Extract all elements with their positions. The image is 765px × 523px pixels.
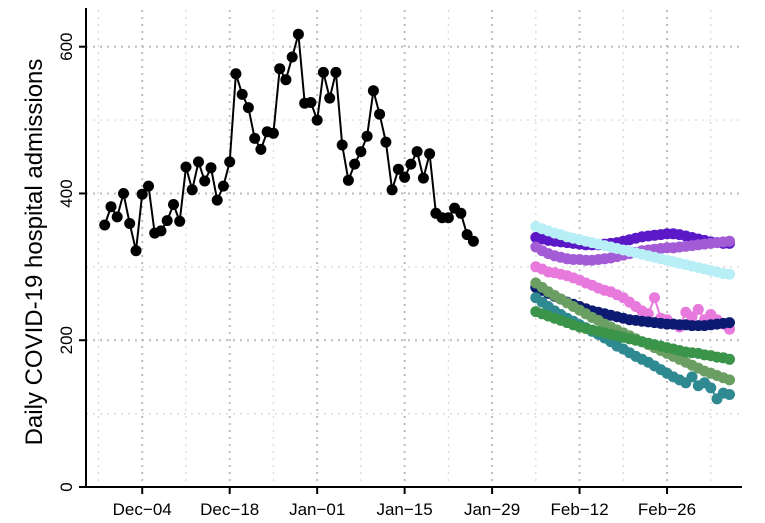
x-tick-label: Jan−15 (376, 500, 432, 519)
forecast-series-2 (530, 235, 735, 266)
observed-point (392, 163, 404, 175)
y-tick-label: 400 (57, 179, 76, 207)
observed-point (417, 172, 429, 184)
observed-point (99, 219, 111, 231)
observed-point (186, 184, 198, 196)
series-point (649, 292, 660, 304)
series-point (724, 268, 735, 280)
observed-point (267, 127, 279, 139)
x-tick-label: Jan−29 (464, 500, 520, 519)
series-point (686, 311, 698, 323)
observed-point (386, 184, 398, 196)
observed-point (324, 92, 336, 104)
observed-point (380, 136, 392, 148)
observed-point (111, 211, 123, 223)
observed-point (342, 174, 354, 186)
observed-point (292, 28, 304, 40)
x-tick-label: Dec−18 (200, 500, 259, 519)
x-tick-label: Dec−04 (113, 500, 172, 519)
series-point (724, 389, 735, 400)
observed-point (136, 188, 148, 200)
x-tick-label: Feb−26 (638, 500, 696, 519)
forecast-series (530, 221, 735, 405)
observed-point (249, 132, 261, 144)
observed-point (143, 180, 154, 192)
y-tick-label: 200 (57, 326, 76, 354)
observed-point (205, 162, 217, 174)
axes: 0 200 400 600 Dec−04 Dec−18 Jan−01 Jan−15 Jan−29… (57, 8, 742, 519)
observed-point (305, 97, 317, 108)
forecast-series-8 (530, 306, 735, 365)
observed-point (255, 143, 267, 155)
observed-point (118, 188, 129, 199)
observed-point (355, 146, 367, 158)
y-axis-title: Daily COVID-19 hospital admissions (21, 59, 48, 446)
observed-point (161, 215, 173, 227)
observed-point (168, 199, 179, 210)
series-point (724, 374, 735, 386)
observed-point (311, 114, 323, 126)
observed-point (124, 218, 136, 229)
series-point (724, 353, 735, 365)
series-point (705, 382, 717, 394)
observed-point (236, 88, 248, 100)
observed-point (230, 68, 242, 80)
forecast-series-4 (530, 261, 735, 335)
observed-point (336, 139, 348, 151)
observed-point (155, 225, 167, 237)
observed-series (99, 28, 479, 257)
observed-point (193, 156, 204, 168)
observed-point (374, 108, 386, 120)
observed-point (399, 171, 411, 183)
observed-point (349, 158, 361, 170)
series-point (686, 371, 698, 383)
series-point (724, 235, 735, 247)
observed-point (424, 148, 436, 160)
observed-point (105, 201, 117, 213)
y-tick-label: 600 (57, 33, 76, 61)
observed-point (224, 156, 236, 168)
observed-point (199, 175, 211, 187)
series-point (724, 317, 735, 329)
series-point (692, 303, 704, 315)
observed-point (217, 180, 229, 192)
observed-point (174, 215, 186, 227)
forecast-series-3 (530, 221, 735, 280)
observed-point (242, 102, 254, 114)
observed-point (211, 194, 223, 206)
observed-point (317, 66, 329, 78)
observed-point (442, 212, 454, 224)
y-tick-label: 0 (57, 482, 76, 491)
observed-point (180, 161, 192, 173)
observed-line (103, 33, 475, 251)
observed-point (286, 51, 298, 63)
observed-point (274, 63, 286, 75)
observed-point (130, 245, 142, 257)
observed-point (280, 74, 292, 86)
series-point (642, 308, 654, 320)
observed-point (367, 85, 379, 97)
observed-point (455, 207, 467, 219)
observed-point (330, 66, 342, 78)
observed-point (361, 130, 373, 142)
x-tick-label: Jan−01 (289, 500, 345, 519)
forecast-series-7 (530, 277, 735, 386)
x-tick-label: Feb−12 (551, 500, 609, 519)
observed-point (411, 146, 423, 158)
observed-point (405, 158, 417, 170)
observed-point (467, 235, 479, 247)
